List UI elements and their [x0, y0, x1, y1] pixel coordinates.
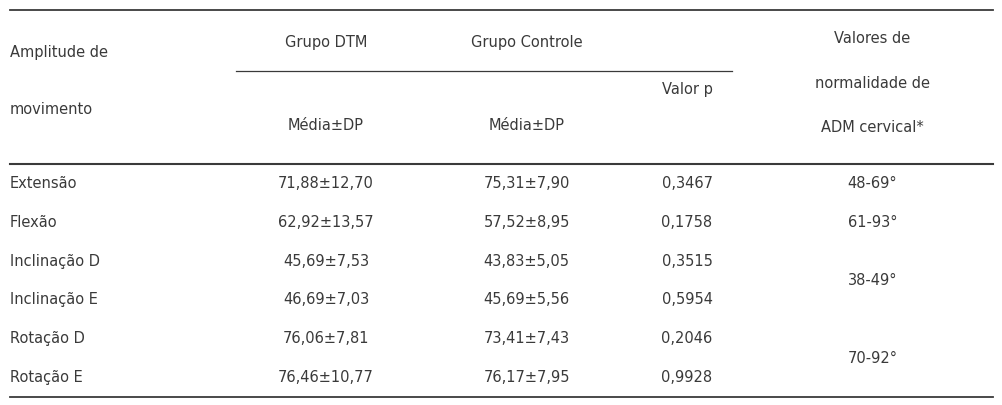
Text: Rotação E: Rotação E: [10, 370, 83, 385]
Text: 43,83±5,05: 43,83±5,05: [483, 254, 569, 269]
Text: Média±DP: Média±DP: [288, 118, 364, 133]
Text: 0,2046: 0,2046: [660, 331, 712, 346]
Text: Inclinação D: Inclinação D: [10, 254, 100, 269]
Text: Flexão: Flexão: [10, 215, 57, 230]
Text: Valor p: Valor p: [661, 81, 711, 97]
Text: 61-93°: 61-93°: [847, 215, 897, 230]
Text: 0,5954: 0,5954: [661, 292, 711, 307]
Text: 71,88±12,70: 71,88±12,70: [278, 176, 374, 191]
Text: normalidade de: normalidade de: [815, 75, 929, 91]
Text: 0,3515: 0,3515: [661, 254, 711, 269]
Text: Grupo Controle: Grupo Controle: [470, 35, 582, 50]
Text: 76,46±10,77: 76,46±10,77: [278, 370, 374, 385]
Text: 73,41±7,43: 73,41±7,43: [483, 331, 569, 346]
Text: 48-69°: 48-69°: [847, 176, 897, 191]
Text: 76,06±7,81: 76,06±7,81: [283, 331, 369, 346]
Text: movimento: movimento: [10, 102, 93, 117]
Text: Média±DP: Média±DP: [488, 118, 564, 133]
Text: 75,31±7,90: 75,31±7,90: [483, 176, 569, 191]
Text: Amplitude de: Amplitude de: [10, 45, 108, 60]
Text: 62,92±13,57: 62,92±13,57: [278, 215, 374, 230]
Text: 38-49°: 38-49°: [847, 273, 897, 288]
Text: 0,9928: 0,9928: [661, 370, 711, 385]
Text: 57,52±8,95: 57,52±8,95: [483, 215, 569, 230]
Text: ADM cervical*: ADM cervical*: [821, 120, 923, 135]
Text: Grupo DTM: Grupo DTM: [285, 35, 367, 50]
Text: 45,69±5,56: 45,69±5,56: [483, 292, 569, 307]
Text: Rotação D: Rotação D: [10, 331, 85, 346]
Text: 0,3467: 0,3467: [661, 176, 711, 191]
Text: 0,1758: 0,1758: [661, 215, 711, 230]
Text: 46,69±7,03: 46,69±7,03: [283, 292, 369, 307]
Text: Valores de: Valores de: [834, 31, 910, 46]
Text: Extensão: Extensão: [10, 176, 77, 191]
Text: 70-92°: 70-92°: [847, 351, 897, 366]
Text: 45,69±7,53: 45,69±7,53: [283, 254, 369, 269]
Text: Inclinação E: Inclinação E: [10, 292, 98, 307]
Text: 76,17±7,95: 76,17±7,95: [483, 370, 569, 385]
